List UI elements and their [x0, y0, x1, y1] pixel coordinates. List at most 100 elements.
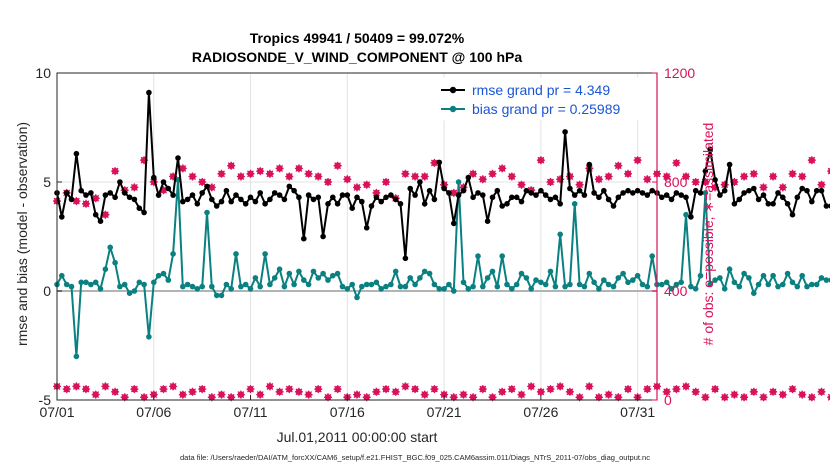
obs-point [469, 169, 478, 178]
obs-point-star [275, 164, 284, 173]
rmse-point [465, 174, 472, 181]
obs-point-star [420, 172, 429, 181]
rmse-point [451, 220, 457, 227]
bias-point [794, 283, 801, 290]
bias-point [605, 281, 612, 288]
obs-point-star [478, 175, 487, 184]
rmse-point [155, 192, 162, 198]
obs-point [507, 172, 516, 181]
bias-point [736, 283, 743, 290]
bias-point [799, 272, 805, 279]
bias-point [668, 286, 675, 292]
obs-point [111, 387, 120, 396]
obs-point [372, 188, 381, 197]
bias-point [552, 283, 559, 290]
rmse-point [276, 192, 283, 198]
obs-point-star [594, 393, 603, 402]
bias-point [673, 281, 680, 288]
obs-point-star [178, 390, 187, 399]
obs-point-star [604, 172, 613, 181]
obs-point [759, 393, 768, 402]
obs-point-star [769, 387, 778, 396]
obs-point-star [517, 180, 526, 189]
bias-point [431, 281, 438, 288]
obs-point-star [304, 390, 313, 399]
obs-point [420, 172, 429, 181]
rmse-point [455, 192, 462, 198]
bias-point [301, 277, 307, 283]
obs-point-star [672, 158, 681, 167]
bias-point [349, 281, 356, 288]
bias-point [683, 211, 689, 218]
rmse-point [397, 201, 404, 207]
obs-point-star [372, 188, 381, 197]
obs-point [265, 382, 274, 391]
obs-point [440, 390, 449, 399]
rmse-point [673, 190, 680, 196]
obs-point [382, 178, 390, 186]
obs-point [207, 393, 216, 402]
obs-point-star [517, 390, 526, 399]
obs-point [498, 387, 507, 396]
rmse-point [571, 192, 578, 198]
obs-point [459, 390, 468, 399]
rmse-point [804, 187, 810, 194]
bias-point [310, 268, 317, 275]
legend-swatch-marker [449, 105, 457, 113]
rmse-point [223, 187, 230, 194]
bias-point [392, 268, 399, 275]
obs-point [275, 387, 284, 396]
bias-point [455, 179, 462, 185]
bias-point [726, 266, 733, 273]
rmse-point [504, 201, 510, 207]
rmse-point [339, 192, 346, 198]
obs-point [488, 169, 497, 178]
obs-point [778, 183, 787, 192]
bias-point [499, 253, 506, 259]
obs-point [430, 158, 439, 167]
x-tick-label: 07/26 [523, 404, 558, 420]
bias-point [697, 272, 704, 279]
obs-point [798, 172, 807, 181]
obs-point-star [314, 385, 323, 394]
obs-point-star [120, 393, 129, 402]
obs-point-star [72, 197, 81, 206]
x-axis: 07/01 07/06 07/11 07/16 07/21 07/26 07/31 [39, 395, 655, 420]
obs-point-star [459, 183, 468, 192]
obs-point [188, 387, 197, 396]
rmse-point [407, 185, 414, 192]
rmse-point [668, 196, 675, 203]
rmse-point [712, 177, 718, 183]
rmse-point [310, 196, 317, 203]
obs-point [285, 172, 294, 181]
rmse-point [567, 185, 573, 192]
rmse-point [252, 198, 259, 205]
bias-point [639, 281, 646, 288]
obs-point [740, 172, 749, 181]
bias-point [721, 286, 728, 292]
rmse-series [54, 89, 830, 262]
rmse-point [644, 192, 651, 198]
rmse-point [533, 192, 539, 198]
obs-point-star [227, 393, 236, 402]
obs-point-star [362, 393, 371, 402]
rmse-point [392, 196, 399, 203]
bias-point [204, 209, 210, 216]
obs-point [236, 172, 245, 181]
rmse-point [688, 214, 694, 220]
rmse-point [678, 192, 684, 198]
rmse-point [213, 203, 220, 209]
obs-point [207, 183, 216, 192]
rmse-point [639, 190, 646, 196]
bias-point [784, 270, 791, 277]
bias-point [252, 275, 259, 281]
rmse-point [663, 192, 670, 198]
rmse-point [228, 198, 234, 205]
obs-point [120, 393, 129, 402]
obs-point [662, 172, 671, 181]
bias-point [528, 286, 534, 292]
bias-point [809, 281, 815, 288]
obs-point [130, 385, 139, 394]
bias-point [213, 292, 220, 299]
obs-point-star [556, 175, 565, 184]
